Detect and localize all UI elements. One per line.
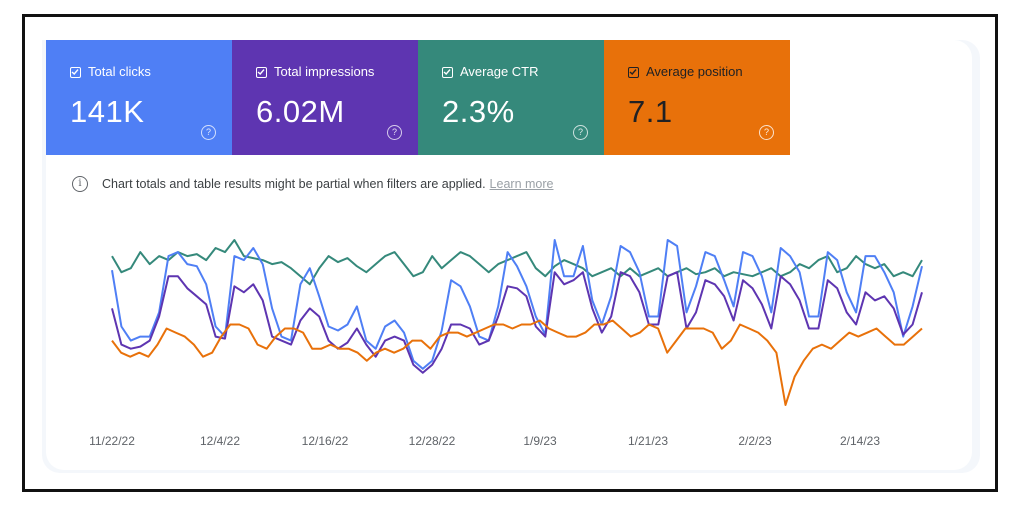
metric-card-average-ctr[interactable]: Average CTR 2.3% ? — [418, 40, 604, 155]
metric-card-total-impressions[interactable]: Total impressions 6.02M ? — [232, 40, 418, 155]
x-tick-label: 12/28/22 — [409, 434, 456, 448]
metric-value: 6.02M — [256, 94, 345, 129]
partial-results-notice: i Chart totals and table results might b… — [72, 175, 553, 193]
metric-cards: Total clicks 141K ? Total impressions 6.… — [46, 40, 790, 155]
x-tick-label: 12/4/22 — [200, 434, 240, 448]
checkbox-checked-icon[interactable] — [628, 67, 639, 78]
metric-label: Average position — [646, 64, 743, 79]
help-icon[interactable]: ? — [387, 125, 402, 140]
info-icon: i — [72, 176, 88, 192]
metric-label: Total impressions — [274, 64, 375, 79]
checkbox-checked-icon[interactable] — [256, 67, 267, 78]
series-line-1 — [111, 239, 923, 370]
metric-label: Average CTR — [460, 64, 539, 79]
x-tick-label: 12/16/22 — [302, 434, 349, 448]
performance-chart: 11/22/22 12/4/22 12/16/22 12/28/22 1/9/23 1/2… — [89, 239, 923, 448]
notice-text: Chart totals and table results might be … — [102, 177, 486, 191]
x-tick-label: 1/21/23 — [628, 434, 668, 448]
metric-value: 2.3% — [442, 94, 515, 129]
x-tick-label: 1/9/23 — [523, 434, 557, 448]
metric-card-average-position[interactable]: Average position 7.1 ? — [604, 40, 790, 155]
metric-card-total-clicks[interactable]: Total clicks 141K ? — [46, 40, 232, 155]
metric-value: 7.1 — [628, 94, 673, 129]
x-tick-label: 2/2/23 — [738, 434, 772, 448]
help-icon[interactable]: ? — [573, 125, 588, 140]
help-icon[interactable]: ? — [201, 125, 216, 140]
learn-more-link[interactable]: Learn more — [489, 177, 554, 191]
help-icon[interactable]: ? — [759, 125, 774, 140]
x-tick-label: 11/22/22 — [89, 434, 135, 448]
metric-value: 141K — [70, 94, 145, 129]
checkbox-checked-icon[interactable] — [70, 67, 81, 78]
x-tick-label: 2/14/23 — [840, 434, 880, 448]
metric-label: Total clicks — [88, 64, 151, 79]
checkbox-checked-icon[interactable] — [442, 67, 453, 78]
series-line-3 — [111, 319, 923, 406]
series-line-2 — [111, 271, 923, 374]
